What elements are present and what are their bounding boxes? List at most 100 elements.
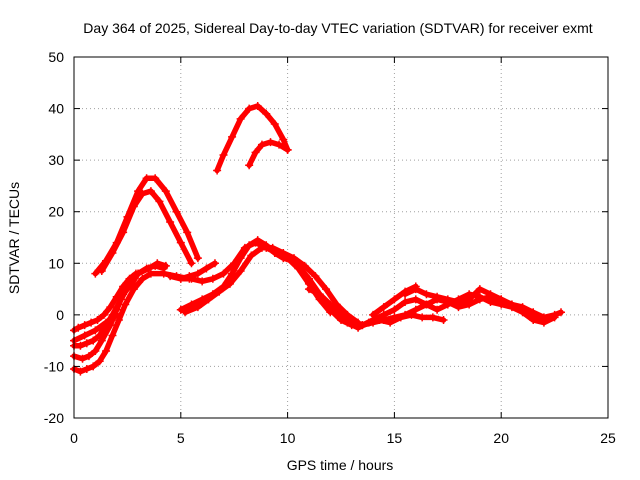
data-point — [142, 264, 151, 273]
ticks-layer — [73, 56, 609, 419]
data-point — [401, 287, 410, 296]
data-point — [253, 101, 262, 110]
data-point — [225, 279, 234, 288]
data-point — [172, 207, 181, 216]
data-point — [193, 303, 202, 312]
data-point — [315, 290, 324, 299]
data-point — [253, 236, 262, 245]
data-point — [183, 228, 192, 237]
data-point — [102, 318, 111, 327]
data-point — [82, 339, 91, 348]
data-point — [390, 305, 399, 314]
data-point — [204, 295, 213, 304]
data-point — [347, 316, 356, 325]
data-point — [89, 362, 98, 371]
data-point — [354, 323, 363, 332]
data-point — [529, 310, 538, 319]
data-point — [114, 316, 123, 325]
series-arc-late-upper — [214, 103, 291, 174]
data-point — [91, 346, 100, 355]
data-point — [202, 264, 211, 273]
data-point — [411, 305, 420, 314]
data-point — [99, 310, 108, 319]
data-point — [411, 295, 420, 304]
data-point — [198, 277, 207, 286]
data-point — [84, 352, 93, 361]
data-point — [245, 104, 254, 113]
y-tick-label: -10 — [44, 358, 64, 374]
data-point — [187, 300, 196, 309]
data-point — [108, 248, 117, 257]
traces-layer — [71, 103, 564, 375]
data-point — [364, 318, 373, 327]
data-point — [176, 305, 185, 314]
data-point — [125, 274, 134, 283]
data-point — [375, 316, 384, 325]
data-point — [187, 259, 196, 268]
data-point — [268, 243, 277, 252]
data-point — [129, 202, 138, 211]
data-point — [80, 321, 89, 330]
data-point — [240, 243, 249, 252]
data-point — [106, 321, 115, 330]
data-point — [213, 166, 222, 175]
grid-layer — [74, 57, 608, 418]
data-point — [161, 187, 170, 196]
data-point — [97, 267, 106, 276]
data-point — [379, 303, 388, 312]
data-point — [326, 300, 335, 309]
data-point — [262, 241, 271, 250]
data-point — [279, 248, 288, 257]
data-point — [138, 274, 147, 283]
y-tick-label: 50 — [48, 49, 64, 65]
data-point — [422, 290, 431, 299]
data-point — [337, 310, 345, 319]
data-point — [266, 138, 275, 147]
y-tick-label: 0 — [56, 307, 64, 323]
data-point — [146, 269, 155, 278]
data-point — [369, 310, 378, 319]
data-point — [300, 261, 309, 270]
data-point — [127, 279, 136, 288]
data-point — [475, 292, 484, 301]
data-point — [121, 300, 130, 309]
x-tick-label: 10 — [280, 430, 296, 446]
data-point — [275, 140, 284, 149]
data-point — [208, 274, 217, 283]
data-point — [433, 292, 442, 301]
data-point — [411, 282, 420, 291]
data-point — [475, 285, 484, 294]
data-point — [343, 318, 352, 327]
data-point — [236, 267, 245, 276]
data-point — [304, 274, 313, 283]
data-point — [290, 254, 299, 263]
data-point — [102, 346, 111, 355]
x-tick-label: 5 — [177, 430, 185, 446]
data-point — [433, 305, 442, 314]
y-tick-label: 10 — [48, 255, 64, 271]
data-point — [106, 303, 115, 312]
data-point — [91, 269, 100, 278]
tick-labels-layer: 0 5 10 15 20 25 -20 -10 0 10 20 30 40 50 — [44, 49, 616, 446]
data-point — [95, 331, 104, 340]
data-point — [138, 189, 147, 198]
data-point — [219, 269, 228, 278]
series-arc-late-lower — [246, 139, 291, 169]
data-point — [396, 313, 405, 322]
data-point — [97, 336, 106, 345]
data-point — [539, 316, 548, 325]
data-point — [428, 313, 437, 322]
data-point — [155, 197, 164, 206]
data-point — [134, 187, 143, 196]
data-point — [422, 300, 431, 309]
data-point — [279, 135, 288, 144]
data-point — [108, 331, 117, 340]
data-point — [112, 292, 121, 301]
x-tick-label: 20 — [493, 430, 509, 446]
y-axis-label: SDTVAR / TECUs — [6, 182, 22, 294]
data-point — [74, 323, 83, 332]
data-point — [219, 282, 228, 291]
chart-title: Day 364 of 2025, Sidereal Day-to-day VTE… — [83, 20, 592, 36]
x-tick-label: 15 — [387, 430, 403, 446]
